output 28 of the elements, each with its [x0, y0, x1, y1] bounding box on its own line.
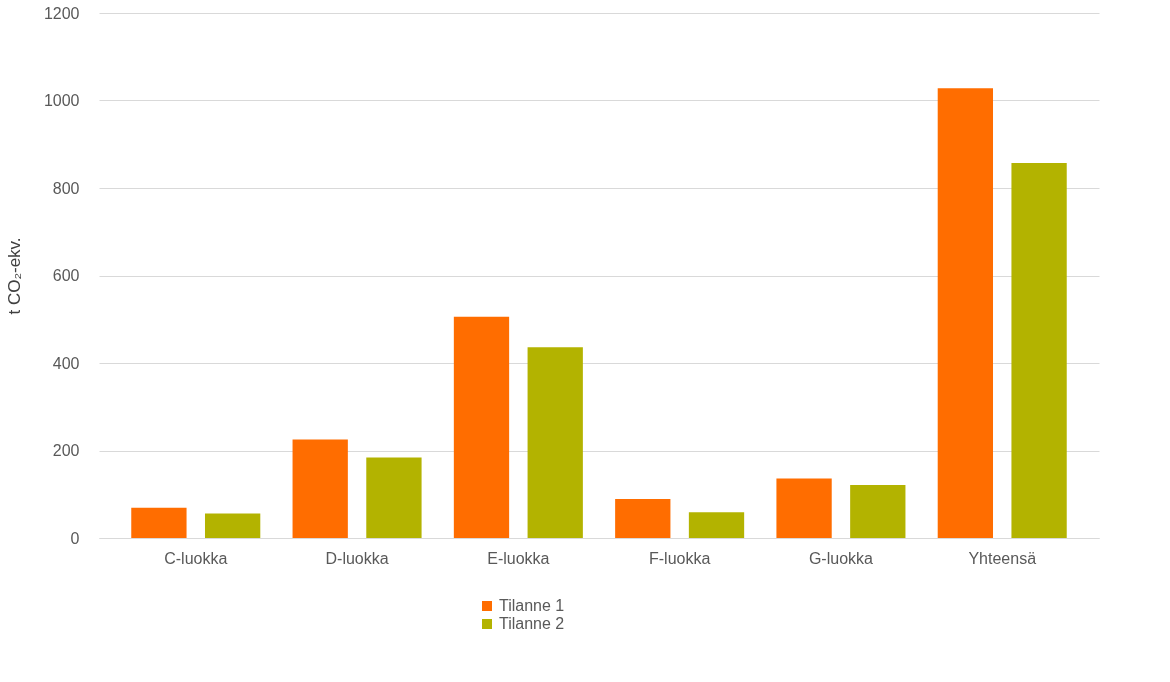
y-tick-label: 400 — [52, 354, 80, 372]
x-tick-label: C-luokka — [164, 549, 228, 567]
y-tick-label: 1000 — [43, 92, 80, 109]
y-tick-label: 1200 — [43, 4, 80, 22]
bar — [776, 478, 832, 538]
y-tick-label: 200 — [52, 442, 80, 459]
bar — [850, 485, 906, 538]
bar — [937, 88, 994, 538]
y-tick-label: 600 — [52, 267, 80, 284]
y-axis-title: t CO₂-ekv. — [4, 237, 24, 315]
bar — [292, 439, 348, 538]
bar — [204, 513, 261, 538]
y-tick-label: 800 — [52, 179, 80, 197]
legend-label: Tilanne 1 — [499, 597, 565, 614]
bar — [131, 507, 187, 538]
x-tick-label: F-luokka — [648, 549, 711, 567]
bar — [453, 316, 510, 538]
x-tick-label: D-luokka — [325, 549, 389, 567]
bar — [1011, 163, 1067, 538]
bar — [688, 512, 745, 538]
x-tick-label: Yhteensä — [968, 549, 1037, 567]
bar — [366, 457, 422, 538]
x-tick-label: E-luokka — [487, 549, 550, 567]
bar — [615, 499, 671, 538]
y-tick-label: 0 — [70, 529, 80, 547]
x-tick-label: G-luokka — [808, 549, 874, 567]
legend-label: Tilanne 2 — [499, 615, 565, 632]
bar — [527, 347, 583, 538]
